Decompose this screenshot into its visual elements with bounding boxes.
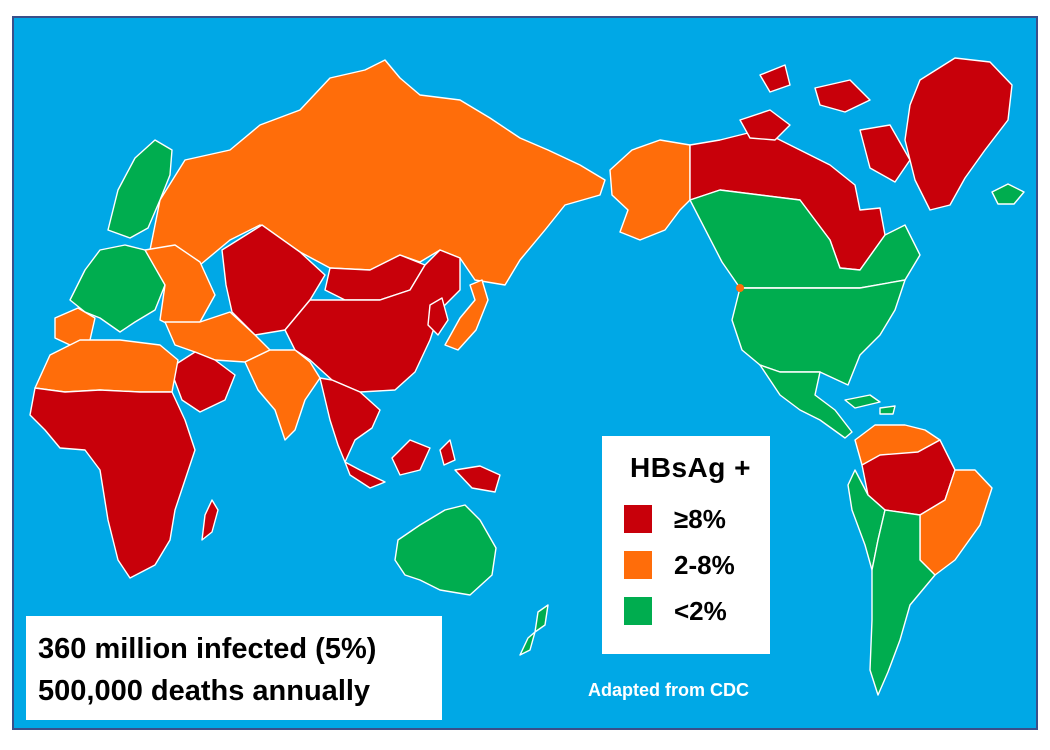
caribbean-region	[844, 394, 896, 415]
legend-item-intermediate: 2-8%	[624, 542, 754, 588]
madagascar-region	[201, 499, 219, 541]
legend-swatch-high	[624, 505, 652, 533]
infected-stat: 360 million infected (5%)	[38, 633, 377, 665]
north-africa-region	[34, 339, 179, 393]
scandinavia-region	[107, 139, 173, 239]
legend-swatch-low	[624, 597, 652, 625]
new-guinea-region	[454, 465, 501, 493]
southern-cone-region	[869, 509, 936, 696]
alaska-region	[609, 139, 691, 241]
legend-title: HBsAg +	[630, 452, 751, 483]
arabia-region	[169, 351, 236, 413]
russia-region	[149, 59, 606, 286]
central-america-region	[759, 364, 853, 439]
southeast-asia-region	[319, 377, 381, 463]
legend-label-low: <2%	[674, 595, 727, 626]
japan-region	[444, 279, 489, 351]
iceland-region	[991, 183, 1025, 205]
coast-marker	[736, 284, 744, 292]
legend: HBsAg + ≥8% 2-8% <2%	[602, 436, 770, 654]
china-region	[284, 249, 461, 393]
usa-region	[731, 279, 906, 386]
korea-region	[427, 297, 449, 336]
stats-box: 360 million infected (5%) 500,000 deaths…	[26, 616, 442, 720]
deaths-stat: 500,000 deaths annually	[38, 675, 371, 707]
greenland-region	[904, 57, 1013, 211]
australia-region	[394, 504, 497, 596]
legend-item-high: ≥8%	[624, 496, 754, 542]
new-zealand-region	[519, 604, 549, 656]
indonesia-region	[344, 439, 456, 489]
legend-swatch-intermediate	[624, 551, 652, 579]
source-credit: Adapted from CDC	[588, 680, 749, 700]
legend-label-intermediate: 2-8%	[674, 549, 735, 580]
legend-item-low: <2%	[624, 588, 754, 634]
arctic-islands-region	[739, 64, 911, 183]
legend-label-high: ≥8%	[674, 503, 726, 534]
sub-saharan-africa-region	[29, 387, 196, 579]
india-region	[244, 349, 321, 441]
